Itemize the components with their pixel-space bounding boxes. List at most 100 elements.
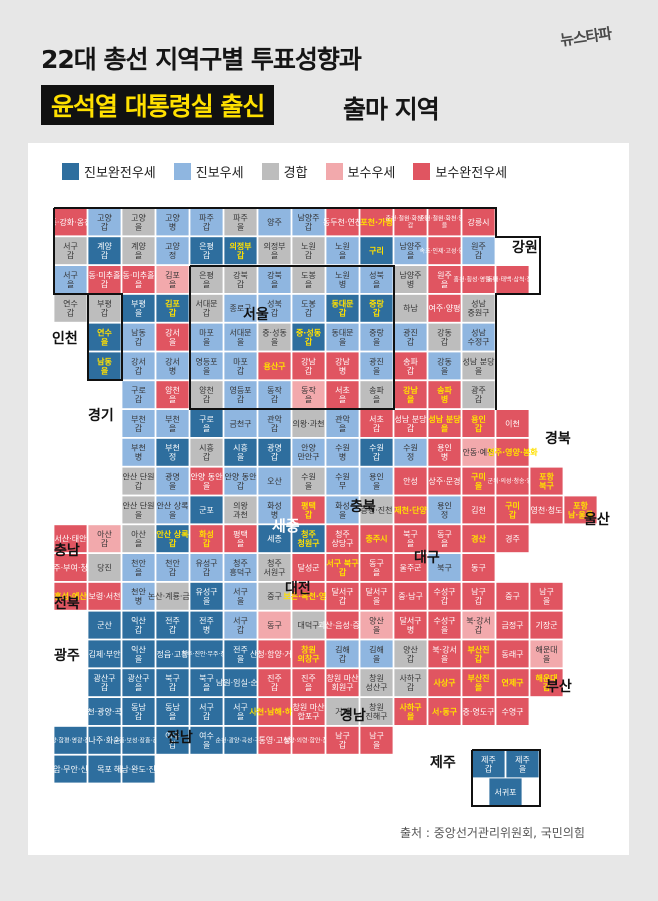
- district-label: 갑: [271, 452, 279, 462]
- district-label: 북구: [437, 563, 452, 572]
- district-label: 갑: [67, 308, 75, 318]
- legend-swatch: [62, 163, 79, 180]
- district-tile-bg: [155, 236, 190, 266]
- district-tile: 광주갑: [461, 380, 496, 409]
- district-tile: 화성갑: [189, 524, 224, 553]
- district-tile: 사상구: [427, 668, 462, 697]
- district-tile: 금천구: [223, 409, 258, 438]
- district-label: 울주군: [399, 563, 421, 572]
- district-label: 을: [237, 654, 244, 663]
- district-label: 중·남구: [398, 592, 423, 601]
- district-label: 갑: [135, 336, 143, 346]
- district-label: 동남: [165, 703, 180, 712]
- district-label: 광명: [165, 471, 180, 481]
- district-label: 기장군: [535, 620, 557, 630]
- district-label: 영천·청도: [531, 505, 563, 515]
- district-tile: 남구갑: [461, 582, 496, 611]
- district-tile: 익산갑: [121, 610, 156, 640]
- district-label: 성남: [471, 328, 486, 337]
- district-tile: 춘천·철원·화천·양구갑: [386, 207, 436, 237]
- district-tile: 세종: [257, 524, 292, 553]
- district-tile-bg: [359, 726, 394, 755]
- district-label: 갑: [169, 308, 177, 318]
- district-tile-bg: [325, 524, 360, 553]
- district-tile: 경산: [461, 524, 496, 553]
- district-label: 산청·함양·거창: [250, 649, 300, 659]
- district-tile-bg: [427, 236, 462, 266]
- district-label: 갑: [203, 221, 211, 231]
- district-label: 갑: [305, 250, 313, 260]
- district-tile-bg: [461, 495, 496, 525]
- district-label: 동구: [437, 530, 452, 539]
- district-tile: 중·성동갑: [291, 322, 326, 352]
- district-label: 갑: [135, 624, 143, 634]
- district-tile-bg: [291, 697, 326, 726]
- district-tile: 군위·의성·청송·영덕: [488, 466, 537, 496]
- district-label: 병: [407, 280, 414, 289]
- district-tile-bg: [291, 293, 326, 323]
- district-label: 병: [339, 366, 346, 375]
- district-tile: 금정구: [495, 610, 530, 640]
- district-tile-bg: [461, 524, 496, 553]
- district-label: 병: [271, 510, 278, 519]
- district-tile-bg: [495, 668, 530, 697]
- district-label: 성남 분당: [463, 356, 496, 366]
- district-label: 갑: [203, 711, 211, 721]
- district-label: 강동: [437, 327, 452, 337]
- district-tile-bg: [325, 726, 360, 755]
- district-tile-bg: [291, 524, 326, 553]
- district-tile: 동남갑: [121, 697, 156, 726]
- district-tile: 동구: [461, 553, 496, 582]
- district-tile-bg: [189, 610, 224, 640]
- district-tile-bg: [87, 668, 122, 697]
- district-tile-bg: [155, 437, 190, 467]
- district-label: 춘천·철원·화천·양구: [386, 215, 436, 223]
- district-tile: 속초·인제·고성·양양: [420, 236, 470, 266]
- district-label: 청주: [301, 529, 316, 539]
- district-tile: 수원병: [325, 437, 360, 467]
- district-tile-bg: [427, 437, 462, 467]
- district-label: 을: [305, 280, 312, 289]
- district-tile: 증평·진천: [359, 495, 394, 525]
- district-tile: 부평을: [121, 293, 156, 323]
- district-tile-bg: [121, 754, 156, 784]
- district-label: 수원: [335, 444, 350, 453]
- district-tile-bg: [257, 495, 292, 525]
- district-tile-bg: [495, 582, 530, 611]
- district-tile: 진주을: [291, 668, 326, 697]
- district-tile-bg: [189, 697, 224, 726]
- district-label: 안양 동안: [191, 471, 224, 481]
- district-tile-bg: [189, 293, 224, 323]
- district-label: 광명: [267, 443, 282, 453]
- district-tile: 김제·부안: [87, 639, 122, 669]
- district-tile: 당진: [87, 553, 122, 582]
- district-label: 대덕구: [297, 620, 319, 630]
- district-label: 갑: [305, 308, 313, 318]
- district-tile: 송파병: [427, 380, 462, 409]
- district-label: 남구: [369, 732, 384, 741]
- district-label: 갑: [135, 365, 143, 375]
- district-label: 을: [169, 395, 176, 404]
- district-label: 강동: [437, 356, 452, 366]
- district-label: 노원: [301, 242, 316, 251]
- district-tile: 마포갑: [223, 351, 258, 381]
- district-tile: 연제구: [495, 668, 530, 697]
- district-label: 을: [101, 365, 109, 375]
- district-tile: 안양 동안갑: [223, 466, 258, 496]
- district-tile-bg: [87, 207, 122, 237]
- district-label: 병: [339, 280, 346, 289]
- district-tile: 부천갑: [121, 409, 156, 438]
- district-tile-bg: [325, 466, 360, 496]
- district-label: 동·미추홀: [123, 270, 155, 280]
- district-tile-bg: [189, 582, 224, 611]
- district-tile: 산청·함양·거창: [250, 639, 300, 669]
- district-label: 시흥: [199, 443, 214, 453]
- district-label: 성남 분당: [395, 414, 428, 424]
- district-label: 갑: [271, 423, 279, 433]
- district-label: 남·울릉: [568, 509, 594, 519]
- district-tile-bg: [393, 524, 428, 553]
- district-tile: 북구을: [393, 524, 428, 553]
- district-label: 갑: [408, 222, 414, 230]
